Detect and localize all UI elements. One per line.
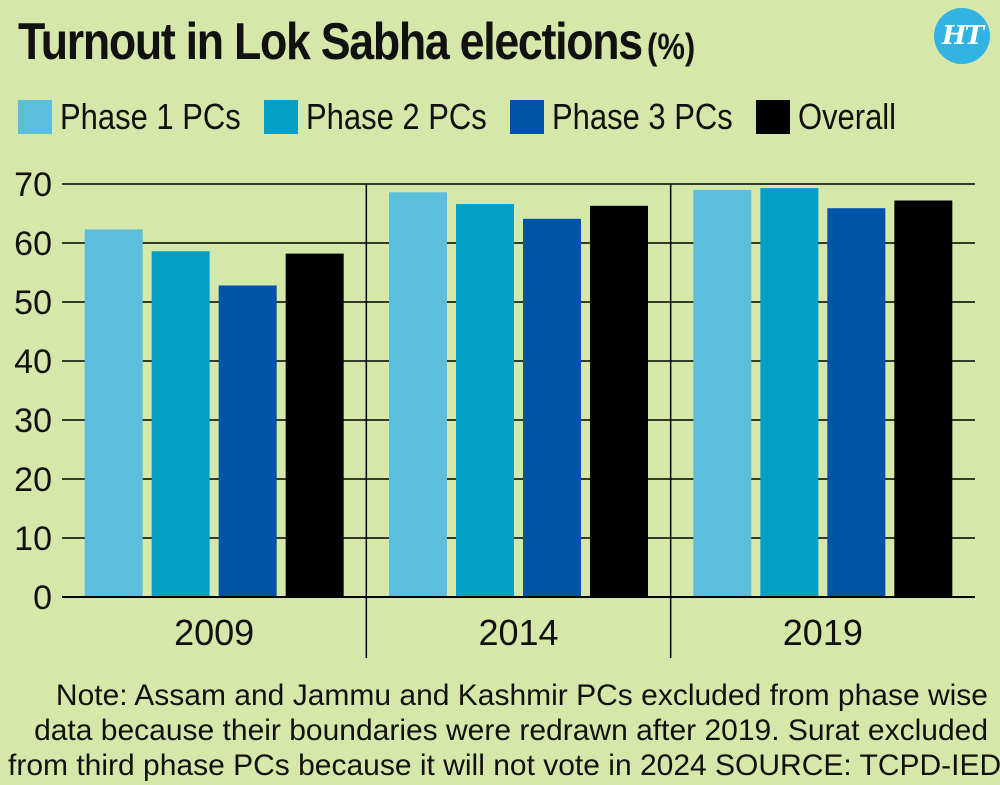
chart-legend: Phase 1 PCs Phase 2 PCs Phase 3 PCs Over… bbox=[18, 95, 906, 139]
bar-2019-phase-1-pcs bbox=[693, 189, 752, 597]
y-tick-label-20: 20 bbox=[14, 461, 52, 499]
legend-swatch-phase-1 bbox=[18, 100, 52, 134]
bar-2019-phase-3-pcs bbox=[827, 208, 886, 597]
bar-2009-overall bbox=[285, 253, 344, 597]
chart-title: Turnout in Lok Sabha elections (%) bbox=[18, 12, 695, 72]
y-tick-label-30: 30 bbox=[14, 402, 52, 440]
bar-2014-phase-2-pcs bbox=[456, 204, 514, 597]
bar-2014-phase-3-pcs bbox=[523, 218, 581, 597]
bar-2014-overall bbox=[590, 205, 648, 597]
legend-item-overall: Overall bbox=[756, 96, 896, 138]
x-tick-label-2014: 2014 bbox=[478, 612, 558, 653]
bar-2009-phase-3-pcs bbox=[218, 285, 277, 597]
x-tick-label-2009: 2009 bbox=[174, 612, 254, 653]
legend-item-phase-1: Phase 1 PCs bbox=[18, 96, 246, 138]
y-tick-label-0: 0 bbox=[33, 579, 52, 617]
bar-2014-phase-1-pcs bbox=[389, 192, 447, 597]
x-tick-label-2019: 2019 bbox=[783, 612, 863, 653]
bar-2009-phase-1-pcs bbox=[84, 229, 143, 597]
note-line-3: from third phase PCs because it will not… bbox=[8, 749, 1000, 782]
y-tick-label-10: 10 bbox=[14, 520, 52, 558]
chart-title-text: Turnout in Lok Sabha elections bbox=[18, 13, 643, 71]
ht-logo: HT bbox=[934, 8, 990, 64]
note-line-2: data because their boundaries were redra… bbox=[34, 714, 988, 747]
legend-swatch-phase-3 bbox=[510, 100, 545, 134]
legend-item-phase-3: Phase 3 PCs bbox=[510, 96, 738, 138]
legend-label-overall: Overall bbox=[798, 96, 897, 137]
note-line-1: Note: Assam and Jammu and Kashmir PCs ex… bbox=[55, 679, 988, 712]
y-tick-label-60: 60 bbox=[14, 225, 52, 263]
chart-note: Note: Assam and Jammu and Kashmir PCs ex… bbox=[8, 678, 1000, 783]
bar-2019-overall bbox=[894, 200, 953, 597]
legend-label-phase-2: Phase 2 PCs bbox=[306, 96, 487, 137]
y-tick-label-70: 70 bbox=[14, 166, 52, 204]
legend-swatch-phase-2 bbox=[264, 100, 299, 134]
legend-label-phase-3: Phase 3 PCs bbox=[552, 96, 733, 137]
legend-item-phase-2: Phase 2 PCs bbox=[264, 96, 492, 138]
y-tick-label-40: 40 bbox=[14, 343, 52, 381]
legend-label-phase-1: Phase 1 PCs bbox=[60, 96, 241, 137]
y-tick-label-50: 50 bbox=[14, 284, 52, 322]
bar-2009-phase-2-pcs bbox=[151, 251, 210, 597]
ht-logo-text: HT bbox=[942, 21, 984, 51]
bar-chart: 0 10 20 30 40 50 60 70 2009 2014 2019 bbox=[14, 166, 975, 658]
bar-2019-phase-2-pcs bbox=[760, 188, 819, 597]
legend-swatch-overall bbox=[756, 100, 791, 134]
chart-title-unit: (%) bbox=[647, 26, 696, 67]
